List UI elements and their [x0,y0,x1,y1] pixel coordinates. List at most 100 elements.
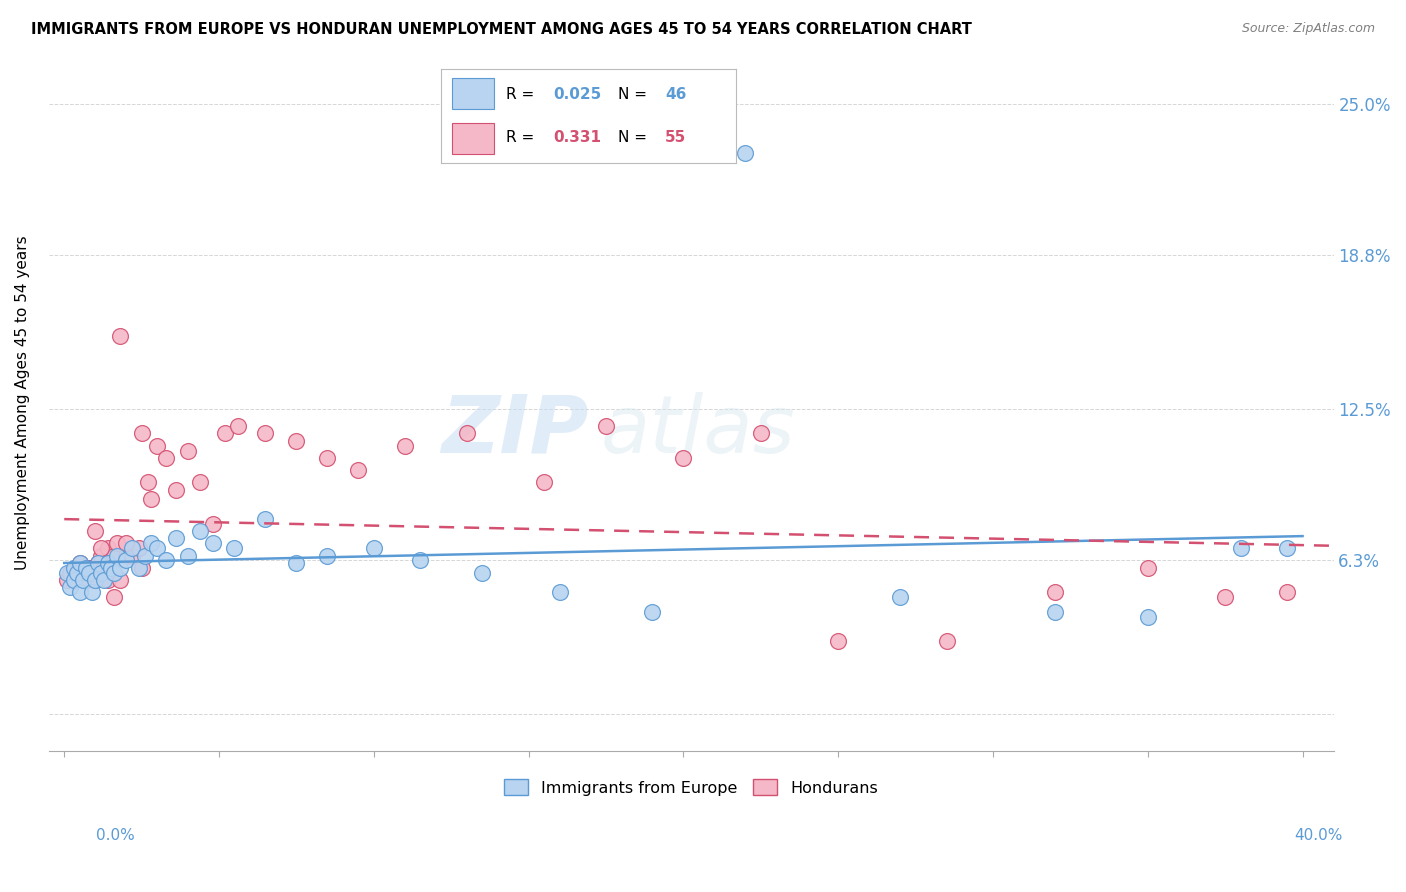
Point [214,426,236,441]
Point [121,541,143,556]
Point [108,573,131,587]
Point [226,419,249,434]
Point [456,426,478,441]
Point [105,549,128,563]
Point [77,566,100,580]
Point [80,585,103,599]
Point [93,573,115,587]
Point [1229,541,1251,556]
Point [103,549,125,563]
Point [69,585,91,599]
Point [56,566,79,580]
Point [201,536,224,550]
Point [97,573,120,587]
Point [97,541,120,556]
Point [155,450,177,465]
Point [347,463,370,477]
Point [409,553,432,567]
Point [285,556,308,570]
Point [90,549,112,563]
Point [394,439,416,453]
Text: 0.0%: 0.0% [96,828,135,843]
Point [100,560,122,574]
Point [201,516,224,531]
Point [146,439,169,453]
Point [65,566,87,580]
Point [115,553,138,567]
Point [165,483,187,497]
Text: Source: ZipAtlas.com: Source: ZipAtlas.com [1241,22,1375,36]
Point [136,475,159,490]
Point [1275,541,1298,556]
Point [62,573,84,587]
Point [316,450,339,465]
Point [69,556,91,570]
Point [97,556,120,570]
Point [889,590,911,604]
Point [1136,560,1159,574]
Point [128,560,150,574]
Point [75,560,97,574]
Point [84,524,107,538]
Point [935,634,957,648]
Text: IMMIGRANTS FROM EUROPE VS HONDURAN UNEMPLOYMENT AMONG AGES 45 TO 54 YEARS CORREL: IMMIGRANTS FROM EUROPE VS HONDURAN UNEMP… [31,22,972,37]
Point [90,566,112,580]
Point [90,541,112,556]
Point [128,541,150,556]
Point [672,450,695,465]
Point [1043,605,1066,619]
Text: atlas: atlas [602,392,796,470]
Point [84,573,107,587]
Point [115,549,138,563]
Point [134,549,156,563]
Point [190,475,212,490]
Point [827,634,849,648]
Point [121,549,143,563]
Point [254,512,277,526]
Point [595,419,617,434]
Point [115,536,138,550]
Point [165,532,187,546]
Point [1136,609,1159,624]
Point [146,541,169,556]
Point [641,605,664,619]
Point [190,524,212,538]
Point [108,329,131,343]
Point [100,560,122,574]
Point [1043,585,1066,599]
Point [62,560,84,574]
Text: ZIP: ZIP [441,392,588,470]
Point [131,560,153,574]
Point [93,560,115,574]
Point [155,553,177,567]
Point [87,556,110,570]
Point [471,566,494,580]
Legend: Immigrants from Europe, Hondurans: Immigrants from Europe, Hondurans [498,773,884,802]
Point [131,426,153,441]
Point [224,541,246,556]
Point [105,536,128,550]
Point [749,426,772,441]
Point [316,549,339,563]
Point [75,573,97,587]
Point [363,541,385,556]
Point [59,566,82,580]
Point [139,536,162,550]
Point [56,573,79,587]
Point [1275,585,1298,599]
Point [533,475,555,490]
Point [72,566,94,580]
Point [59,580,82,594]
Point [65,560,87,574]
Point [62,573,84,587]
Point [80,566,103,580]
Point [72,573,94,587]
Point [285,434,308,448]
Point [108,560,131,574]
Point [177,549,200,563]
Point [69,556,91,570]
Point [734,145,756,160]
Point [87,556,110,570]
Text: 40.0%: 40.0% [1295,828,1343,843]
Point [254,426,277,441]
